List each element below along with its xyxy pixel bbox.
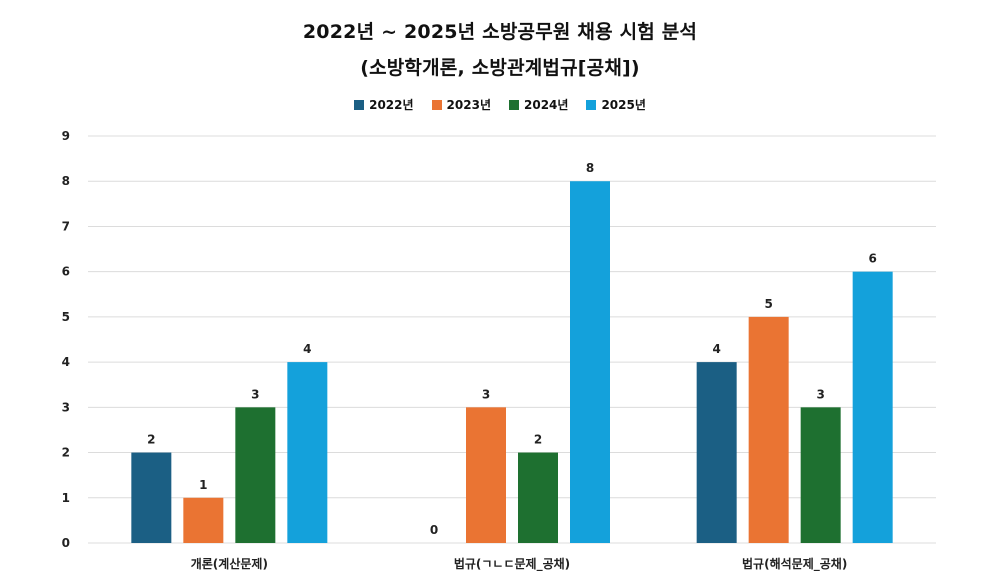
y-tick-label: 1 — [62, 491, 70, 505]
bar — [466, 407, 506, 543]
bar — [748, 316, 789, 543]
data-label: 0 — [430, 523, 438, 537]
bar — [518, 452, 558, 543]
y-tick-label: 4 — [62, 355, 70, 369]
y-tick-label: 9 — [62, 129, 70, 143]
chart-title: 2022년 ~ 2025년 소방공무원 채용 시험 분석 — [302, 21, 698, 43]
x-category-label: 법규(해석문제_공채) — [742, 556, 847, 572]
legend-label: 2023년 — [446, 98, 491, 112]
data-label: 3 — [816, 387, 824, 401]
data-label: 6 — [868, 252, 876, 266]
bar — [800, 407, 841, 543]
legend-label: 2022년 — [369, 98, 414, 112]
data-label: 8 — [586, 161, 594, 175]
x-category-label: 법규(ㄱㄴㄷ문제_공채) — [454, 556, 570, 572]
legend-item: 2024년 — [509, 96, 568, 113]
chart-subtitle: (소방학개론, 소방관계법규[공채]) — [360, 57, 640, 79]
legend-swatch — [509, 99, 519, 110]
data-label: 5 — [764, 297, 772, 311]
legend-item: 2023년 — [431, 96, 491, 113]
data-label: 3 — [251, 387, 259, 401]
data-label: 1 — [199, 478, 207, 492]
data-label: 4 — [712, 342, 720, 356]
data-label: 2 — [534, 433, 542, 447]
bar — [570, 181, 610, 543]
y-tick-label: 3 — [62, 400, 70, 414]
y-tick-label: 8 — [62, 174, 70, 188]
legend-swatch — [586, 99, 597, 110]
y-tick-label: 6 — [62, 265, 70, 279]
bar — [183, 497, 224, 543]
legend-label: 2025년 — [601, 98, 646, 112]
data-label: 4 — [303, 342, 311, 356]
legend-swatch — [354, 99, 365, 110]
y-tick-label: 7 — [62, 219, 70, 233]
bar — [235, 407, 276, 543]
bar — [696, 362, 737, 543]
bar — [287, 362, 328, 543]
bar — [852, 271, 893, 543]
y-tick-label: 2 — [62, 446, 70, 460]
legend-label: 2024년 — [524, 98, 569, 112]
y-tick-label: 5 — [62, 310, 70, 324]
legend-item: 2022년 — [354, 96, 414, 113]
data-label: 3 — [482, 387, 490, 401]
legend-item: 2025년 — [586, 96, 646, 113]
legend-swatch — [431, 99, 442, 110]
data-label: 2 — [147, 433, 155, 447]
bar — [131, 452, 172, 543]
y-tick-label: 0 — [62, 536, 70, 550]
x-category-label: 개론(계산문제) — [191, 556, 268, 571]
legend: 2022년 2023년 2024년 2025년 — [0, 96, 1000, 113]
